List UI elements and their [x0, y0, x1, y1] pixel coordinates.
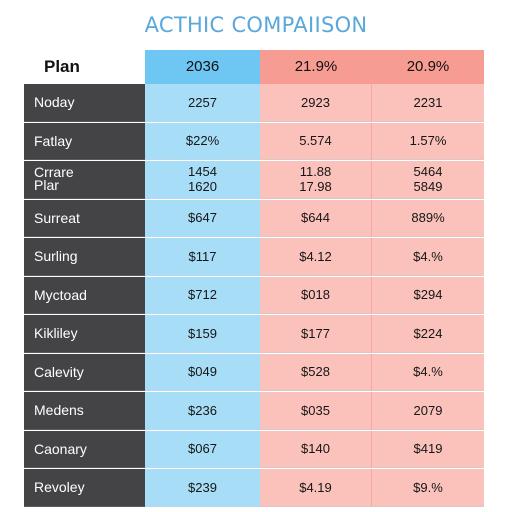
- table-cell: $035: [260, 392, 372, 430]
- table-cell: $4.12: [260, 238, 372, 276]
- table-row: Surling $117 $4.12 $4.%: [24, 238, 484, 277]
- row-label-line: Crrare: [34, 164, 74, 181]
- table-row: Revoley $239 $4.19 $9.%: [24, 469, 484, 508]
- table-cell: 1.57%: [372, 122, 484, 160]
- table-cell: $224: [372, 315, 484, 353]
- table-cell: 5464 5849: [372, 161, 484, 199]
- table-cell: $528: [260, 353, 372, 391]
- table-row: Fatlay $22% 5.574 1.57%: [24, 122, 484, 161]
- table-cell: 2231: [372, 84, 484, 122]
- row-label: Revoley: [24, 469, 145, 507]
- row-label: Fatlay: [24, 122, 145, 160]
- row-label: Surling: [24, 238, 145, 276]
- table-row: Calevity $049 $528 $4.%: [24, 353, 484, 392]
- table-row: Myctoad $712 $018 $294: [24, 276, 484, 315]
- row-label: Surreat: [24, 199, 145, 237]
- table-cell: 1454 1620: [145, 161, 260, 199]
- cell-line: 5464: [413, 164, 443, 180]
- table-cell: $644: [260, 199, 372, 237]
- table-row: Medens $236 $035 2079: [24, 392, 484, 431]
- table-cell: $140: [260, 430, 372, 468]
- cell-line: 11.88: [299, 164, 332, 180]
- table-cell: $239: [145, 469, 260, 507]
- row-label: Crrare Plar: [24, 161, 145, 199]
- table-cell: $294: [372, 276, 484, 314]
- table-cell: $236: [145, 392, 260, 430]
- table-cell: $018: [260, 276, 372, 314]
- table-cell: 11.88 17.98: [260, 161, 372, 199]
- table-cell: $067: [145, 430, 260, 468]
- cell-line: 1454: [188, 164, 217, 180]
- row-label: Noday: [24, 84, 145, 122]
- table-cell: $4.%: [372, 238, 484, 276]
- cell-line: 17.98: [299, 179, 332, 195]
- row-label: Medens: [24, 392, 145, 430]
- table-row: Surreat $647 $644 889%: [24, 199, 484, 238]
- table-row: Noday 2257 2923 2231: [24, 84, 484, 123]
- table-cell: $22%: [145, 122, 260, 160]
- row-label: Caonary: [24, 430, 145, 468]
- table-cell: $4.%: [372, 353, 484, 391]
- table-cell: 2257: [145, 84, 260, 122]
- table-cell: $647: [145, 199, 260, 237]
- cell-line: 1620: [188, 179, 217, 195]
- table-body: Noday 2257 2923 2231 Fatlay $22% 5.574 1…: [24, 84, 484, 508]
- row-label: Kikliley: [24, 315, 145, 353]
- table-cell: $049: [145, 353, 260, 391]
- column-header-3: 20.9%: [372, 50, 484, 84]
- table-cell: 2079: [372, 392, 484, 430]
- plan-header-label: Plan: [44, 57, 80, 76]
- row-label-line: Plar: [34, 177, 59, 194]
- table-cell: $419: [372, 430, 484, 468]
- column-header-2: 21.9%: [260, 50, 372, 84]
- table-cell: 889%: [372, 199, 484, 237]
- column-header-1: 2036: [145, 50, 260, 84]
- table-cell: 2923: [260, 84, 372, 122]
- cell-line: 5849: [413, 179, 443, 195]
- table-cell: $9.%: [372, 469, 484, 507]
- table-cell: $712: [145, 276, 260, 314]
- table-cell: $4.19: [260, 469, 372, 507]
- table-row: Crrare Plar 1454 1620 11.88 17.98 5464 5…: [24, 161, 484, 200]
- table-header: Plan 2036 21.9% 20.9%: [24, 50, 484, 84]
- table-cell: $159: [145, 315, 260, 353]
- row-label: Myctoad: [24, 276, 145, 314]
- page-title: ACTHIC COMPAIISON: [144, 13, 368, 37]
- table-row: Kikliley $159 $177 $224: [24, 315, 484, 354]
- row-label: Calevity: [24, 353, 145, 391]
- table-cell: $117: [145, 238, 260, 276]
- table-cell: 5.574: [260, 122, 372, 160]
- table-row: Caonary $067 $140 $419: [24, 430, 484, 469]
- comparison-table: Plan 2036 21.9% 20.9% Noday 2257 2923 22…: [24, 50, 484, 508]
- table-cell: $177: [260, 315, 372, 353]
